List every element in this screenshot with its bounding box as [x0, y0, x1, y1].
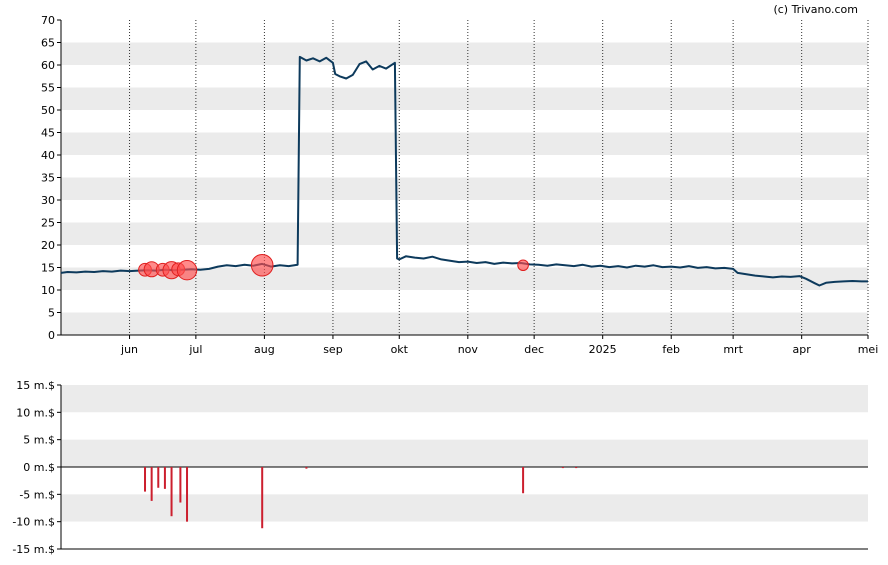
price-grid-band: [61, 312, 868, 335]
price-x-tick-label: nov: [458, 343, 479, 356]
volume-bar: [179, 467, 182, 503]
price-x-tick-label: dec: [524, 343, 544, 356]
price-grid-band: [61, 222, 868, 245]
price-y-tick-label: 0: [48, 329, 55, 342]
price-y-tick-label: 25: [41, 217, 55, 230]
price-grid-band: [61, 200, 868, 223]
price-grid-band: [61, 65, 868, 88]
trade-marker: [176, 260, 198, 281]
volume-bar: [575, 467, 578, 469]
volume-bar: [163, 467, 166, 489]
volume-y-tick-label: 15 m.$: [16, 379, 55, 392]
volume-bar: [522, 467, 525, 494]
price-line: [60, 55, 868, 287]
price-y-tick-label: 70: [41, 14, 55, 27]
price-x-tick-label: jul: [188, 343, 202, 356]
price-x-tick-label: mei: [858, 343, 879, 356]
price-x-tick-label: feb: [662, 343, 680, 356]
volume-bar: [186, 467, 189, 522]
volume-grid-band: [61, 467, 868, 495]
price-grid-band: [61, 110, 868, 133]
price-y-tick-label: 5: [48, 307, 55, 320]
trade-marker: [250, 253, 274, 277]
volume-y-tick-label: -10 m.$: [12, 516, 55, 529]
price-x-tick-label: aug: [254, 343, 275, 356]
price-y-tick-label: 40: [41, 149, 55, 162]
price-x-tick-label: jun: [120, 343, 138, 356]
volume-grid-band: [61, 439, 868, 467]
volume-y-tick-label: 0 m.$: [23, 461, 55, 474]
price-x-tick-label: apr: [793, 343, 812, 356]
price-x-tick-label: mrt: [723, 343, 743, 356]
price-grid-band: [61, 177, 868, 200]
price-x-tick-label: 2025: [589, 343, 617, 356]
volume-y-tick-label: -5 m.$: [19, 488, 55, 501]
price-grid-band: [61, 87, 868, 110]
volume-bar: [157, 467, 160, 488]
price-grid-band: [61, 20, 868, 43]
volume-bar: [150, 467, 153, 501]
price-grid-band: [61, 155, 868, 178]
volume-grid-band: [61, 412, 868, 440]
price-y-tick-label: 45: [41, 127, 55, 140]
price-y-tick-label: 15: [41, 262, 55, 275]
price-y-tick-label: 30: [41, 194, 55, 207]
volume-bar: [170, 467, 173, 517]
price-y-tick-label: 65: [41, 37, 55, 50]
volume-y-tick-label: 5 m.$: [23, 434, 55, 447]
volume-grid-band: [61, 494, 868, 522]
price-grid-band: [61, 132, 868, 155]
volume-bar: [261, 467, 264, 529]
price-grid-band: [61, 290, 868, 313]
price-y-tick-label: 35: [41, 172, 55, 185]
volume-y-tick-label: -15 m.$: [12, 543, 55, 556]
price-y-tick-label: 55: [41, 82, 55, 95]
price-y-tick-label: 50: [41, 104, 55, 117]
price-y-tick-label: 10: [41, 284, 55, 297]
price-x-tick-label: sep: [323, 343, 342, 356]
volume-grid-band: [61, 521, 868, 549]
price-x-tick-label: okt: [391, 343, 409, 356]
volume-bar: [561, 467, 564, 469]
volume-grid-band: [61, 385, 868, 413]
price-grid-band: [61, 42, 868, 65]
volume-y-tick-label: 10 m.$: [16, 406, 55, 419]
price-y-tick-label: 20: [41, 239, 55, 252]
watermark-text: (c) Trivano.com: [773, 3, 858, 16]
price-y-tick-label: 60: [41, 59, 55, 72]
trade-marker: [517, 259, 529, 272]
volume-panel: 15 m.$ 10 m.$ 5 m.$ 0 m.$ -5 m.$ -10 m.$ -15 m…: [12, 379, 868, 556]
volume-bar: [305, 467, 308, 469]
volume-bar: [144, 467, 147, 492]
